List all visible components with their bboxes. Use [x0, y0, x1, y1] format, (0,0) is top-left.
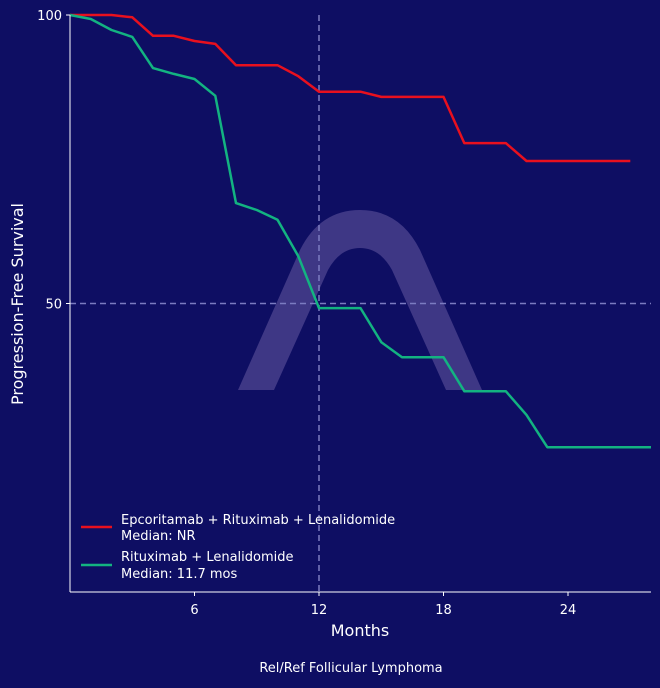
- legend: Epcoritamab + Rituximab + Lenalidomide M…: [81, 513, 395, 582]
- legend-median-epcoritamab: Median: NR: [121, 529, 196, 544]
- chart-title: Rel/Ref Follicular Lymphoma: [259, 661, 442, 676]
- legend-median-rituximab: Median: 11.7 mos: [121, 567, 237, 582]
- x-tick-label: 6: [190, 603, 198, 618]
- x-tick-label: 24: [560, 603, 577, 618]
- x-tick-label: 12: [311, 603, 328, 618]
- legend-label-epcoritamab: Epcoritamab + Rituximab + Lenalidomide: [121, 513, 395, 528]
- legend-label-rituximab: Rituximab + Lenalidomide: [121, 550, 294, 565]
- y-axis-label: Progression-Free Survival: [8, 203, 27, 405]
- series-line-0: [70, 13, 631, 163]
- series-line-1: [69, 13, 651, 449]
- watermark-logo: [238, 210, 482, 390]
- x-axis-label: Months: [331, 621, 389, 640]
- x-tick-label: 18: [435, 603, 452, 618]
- y-tick-label: 50: [45, 298, 62, 313]
- y-tick-label: 100: [37, 9, 62, 24]
